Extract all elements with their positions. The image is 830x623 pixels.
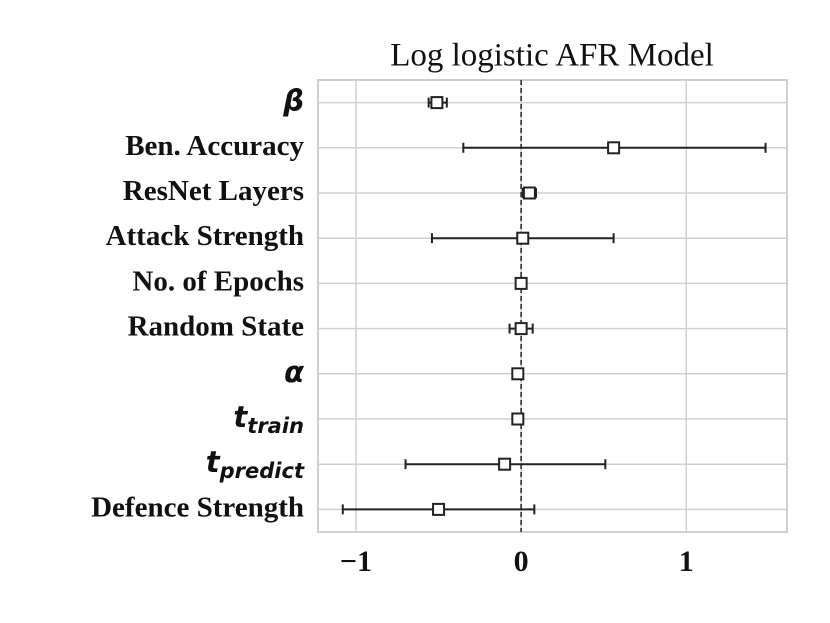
y-tick-label: Random State: [128, 310, 305, 342]
label-main: Random State: [128, 310, 305, 342]
label-main: t: [233, 400, 248, 434]
x-tick-label: 1: [679, 545, 694, 578]
label-main: α: [284, 355, 305, 389]
point-marker: [516, 231, 530, 245]
point-marker: [498, 457, 512, 471]
x-tick-label: 0: [514, 545, 529, 578]
x-tick-label: −1: [340, 545, 372, 578]
point-marker: [511, 412, 525, 426]
y-tick-label: ttrain: [233, 400, 304, 438]
label-subscript: predict: [219, 459, 305, 483]
point-marker: [511, 367, 525, 381]
label-main: Attack Strength: [106, 220, 304, 252]
y-tick-label: β: [282, 84, 304, 118]
label-main: Ben. Accuracy: [125, 129, 304, 161]
label-main: No. of Epochs: [132, 265, 304, 297]
point-marker: [430, 96, 444, 110]
y-tick-label: Defence Strength: [91, 491, 304, 523]
label-main: β: [282, 84, 304, 118]
y-tick-label: tpredict: [206, 445, 305, 483]
label-subscript: train: [247, 414, 304, 438]
y-tick-label: No. of Epochs: [132, 265, 304, 297]
label-main: t: [206, 445, 221, 479]
point-marker: [607, 141, 621, 155]
point-marker: [432, 502, 446, 516]
point-marker: [514, 322, 528, 336]
point-marker: [514, 276, 528, 290]
y-tick-label: Attack Strength: [106, 220, 304, 252]
label-main: Defence Strength: [91, 491, 304, 523]
label-main: ResNet Layers: [123, 175, 304, 207]
y-tick-label: α: [284, 355, 305, 389]
y-tick-label: ResNet Layers: [123, 175, 304, 207]
point-marker: [522, 186, 536, 200]
chart-title: Log logistic AFR Model: [390, 38, 714, 74]
y-tick-label: Ben. Accuracy: [125, 129, 304, 161]
plot-frame: [317, 79, 788, 533]
